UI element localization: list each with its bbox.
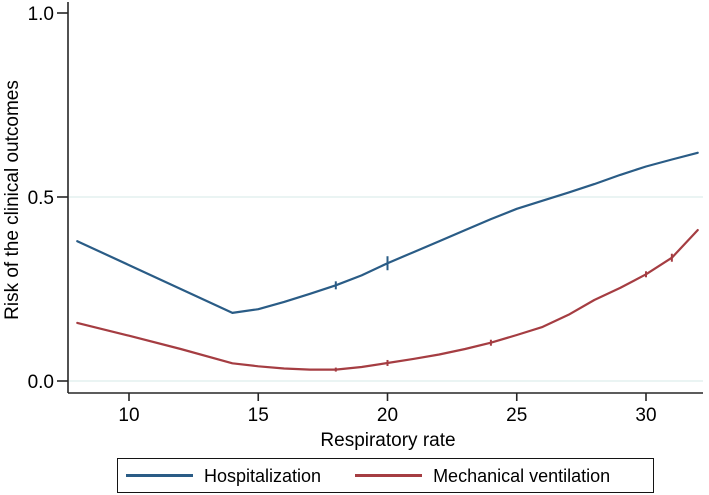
- y-axis-title: Risk of the clinical outcomes: [2, 80, 23, 320]
- y-tick-label-1: 1.0: [28, 4, 54, 25]
- legend-box: Hospitalization Mechanical ventilation: [117, 458, 654, 493]
- x-tick-label-30: 30: [635, 405, 656, 426]
- y-tick-label-0.5: 0.5: [28, 188, 54, 209]
- legend-item-mechanical-ventilation: Mechanical ventilation: [355, 467, 610, 485]
- x-tick-label-10: 10: [118, 405, 139, 426]
- series-line-mechanical-ventilation: [76, 229, 699, 371]
- legend-label-mechanical-ventilation: Mechanical ventilation: [433, 465, 611, 486]
- y-tick-label-0: 0.0: [28, 372, 54, 393]
- x-axis-title: Respiratory rate: [320, 430, 455, 451]
- legend-line-sample-hospitalization: [126, 474, 193, 477]
- legend-line-sample-mechanical-ventilation: [355, 474, 423, 477]
- x-tick-label-25: 25: [506, 405, 527, 426]
- legend-label-hospitalization: Hospitalization: [204, 465, 322, 486]
- x-tick-label-15: 15: [248, 405, 269, 426]
- x-tick-label-20: 20: [377, 405, 398, 426]
- legend-item-hospitalization: Hospitalization: [126, 467, 321, 485]
- series-line-hospitalization: [76, 151, 699, 314]
